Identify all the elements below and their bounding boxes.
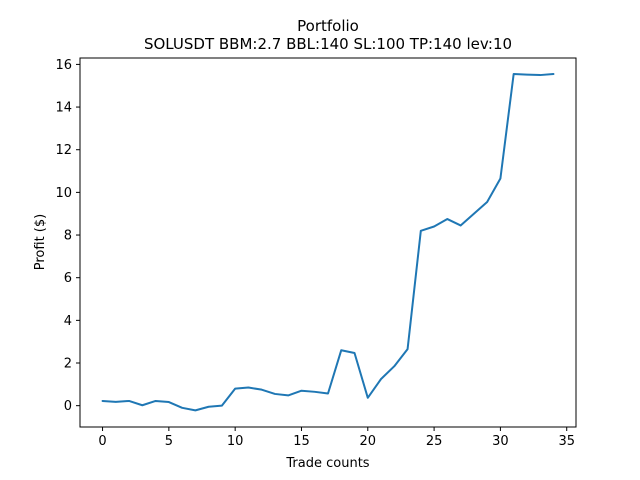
y-tick-label: 4 bbox=[64, 314, 72, 329]
y-tick-label: 12 bbox=[55, 143, 72, 158]
x-tick-label: 10 bbox=[227, 434, 244, 449]
plot-area bbox=[101, 73, 555, 412]
plot-frame bbox=[79, 57, 577, 428]
x-tick-label: 25 bbox=[426, 434, 443, 449]
y-tick-label: 6 bbox=[64, 271, 72, 286]
x-axis: 0 5 10 15 20 25 30 35 bbox=[98, 427, 575, 449]
y-tick-label: 16 bbox=[55, 58, 72, 73]
y-axis: 0 2 4 6 8 10 12 14 16 bbox=[55, 58, 80, 414]
x-axis-label: Trade counts bbox=[285, 456, 369, 471]
y-tick-label: 0 bbox=[64, 399, 72, 414]
x-tick-label: 20 bbox=[360, 434, 377, 449]
x-tick-label: 35 bbox=[558, 434, 575, 449]
x-tick-label: 30 bbox=[492, 434, 509, 449]
chart-subtitle: SOLUSDT BBM:2.7 BBL:140 SL:100 TP:140 le… bbox=[144, 35, 512, 53]
y-tick-label: 8 bbox=[64, 229, 72, 244]
y-tick-label: 10 bbox=[55, 186, 72, 201]
x-tick-label: 15 bbox=[293, 434, 310, 449]
y-tick-label: 2 bbox=[64, 357, 72, 372]
x-tick-label: 5 bbox=[165, 434, 173, 449]
y-axis-label: Profit ($) bbox=[33, 214, 48, 270]
series-line-0 bbox=[101, 73, 555, 412]
x-tick-label: 0 bbox=[98, 434, 106, 449]
chart-title: Portfolio bbox=[297, 17, 359, 35]
y-tick-label: 14 bbox=[55, 101, 72, 116]
